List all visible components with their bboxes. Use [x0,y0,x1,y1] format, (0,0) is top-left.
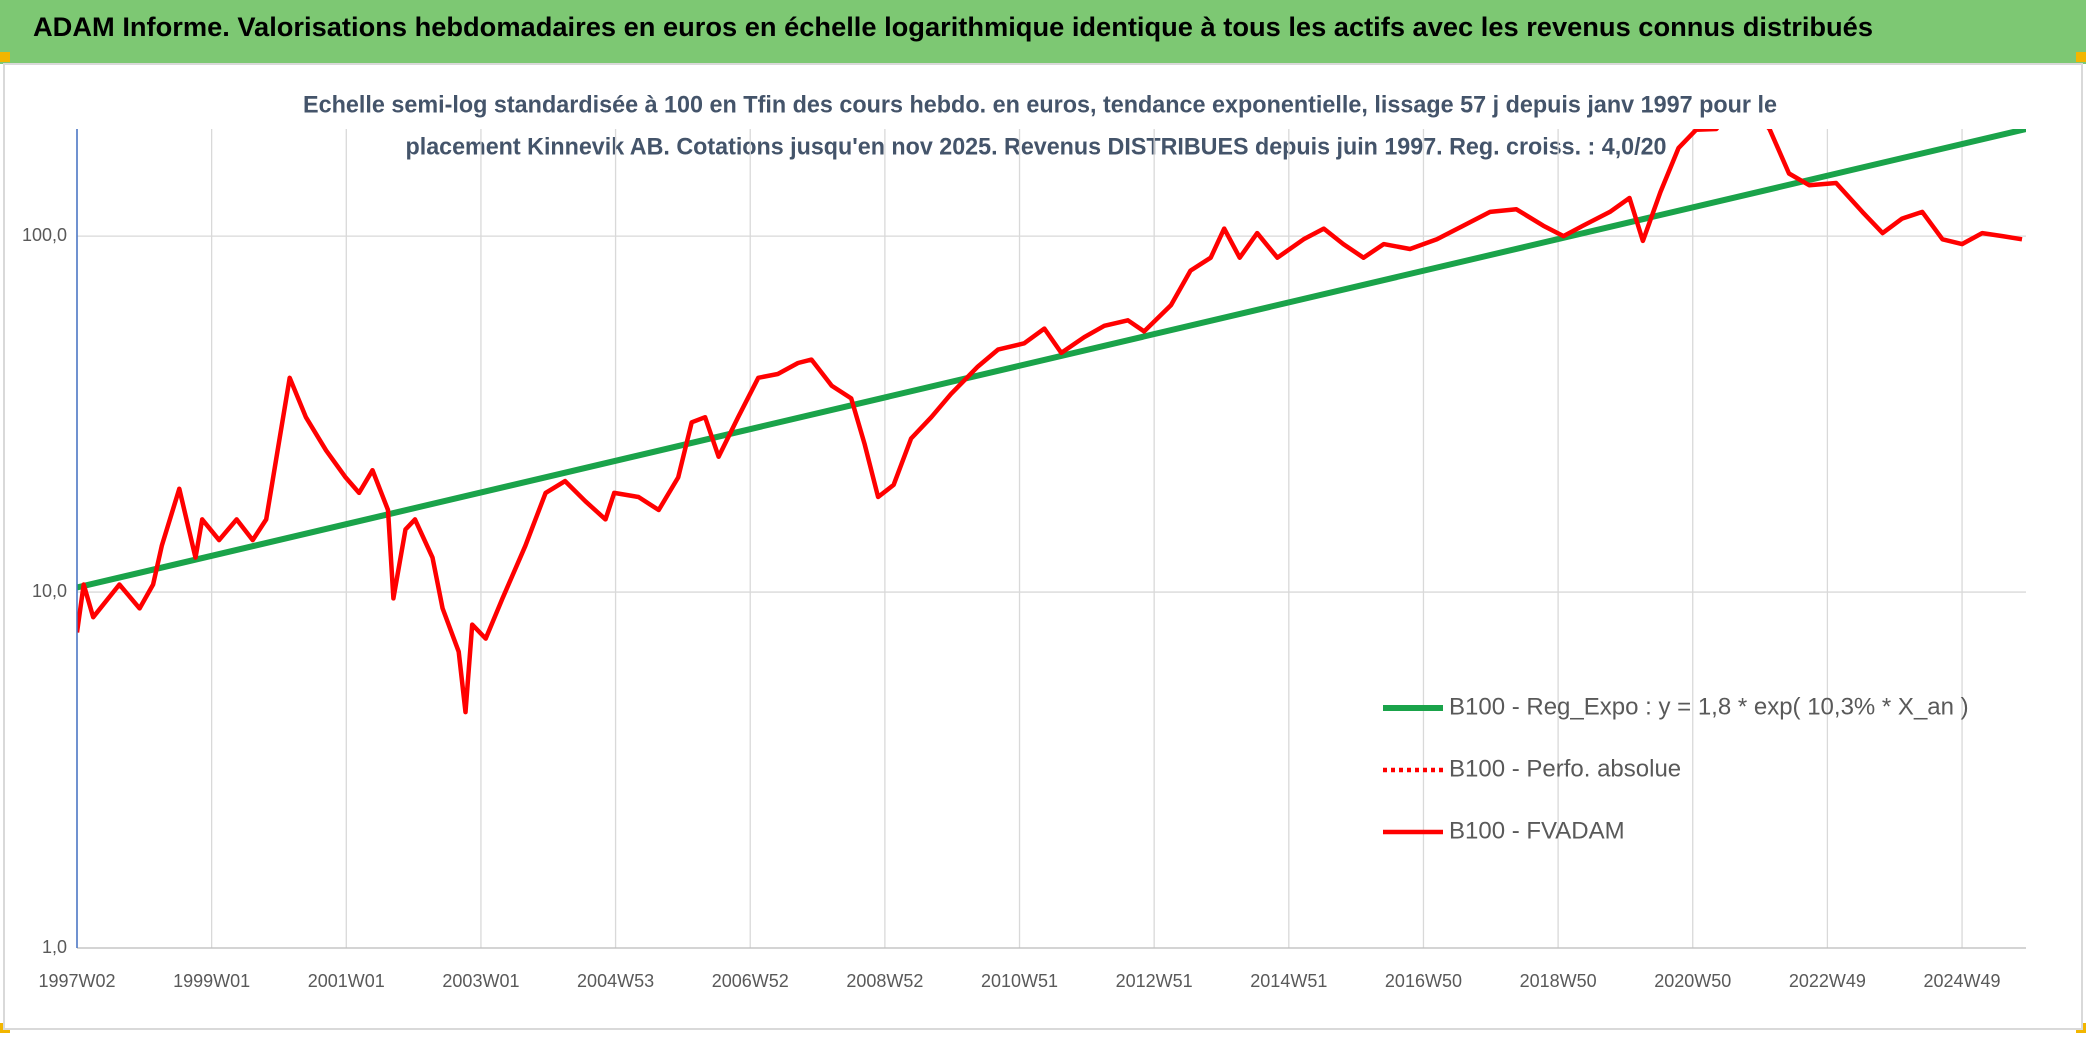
x-tick-label: 1997W02 [38,971,115,991]
x-tick-label: 2003W01 [442,971,519,991]
x-tick-label: 2022W49 [1789,971,1866,991]
plot [77,129,2026,715]
corner [2076,52,2086,62]
legend-label: B100 - Reg_Expo : y = 1,8 * exp( 10,3% *… [1449,693,1969,720]
chart-title: ADAM Informe. Valorisations hebdomadaire… [33,12,1873,42]
series-line [77,129,2023,715]
y-tick-label: 100,0 [22,225,67,245]
legend-label: B100 - FVADAM [1449,817,1625,844]
chart-area [3,63,2083,1030]
y-tick-label: 10,0 [32,581,67,601]
labels: 1,0 10,0 100,0 1997W02 1999W01 2001W01 2003W01… [22,225,2001,991]
x-tick-label: 2010W51 [981,971,1058,991]
x-tick-label: 2014W51 [1250,971,1327,991]
x-tick-label: 2006W52 [712,971,789,991]
x-tick-label: 2012W51 [1116,971,1193,991]
header-band [0,0,2086,64]
x-tick-label: 1999W01 [173,971,250,991]
x-tick-label: 2024W49 [1924,971,2001,991]
chart-subtitle: Echelle semi-log standardisée à 100 en T… [303,91,1777,118]
grid [76,129,2026,949]
x-tick-label: 2008W52 [846,971,923,991]
legend-label: B100 - Perfo. absolue [1449,755,1681,782]
x-tick-label: 2020W50 [1654,971,1731,991]
chart-subtitle: placement Kinnevik AB. Cotations jusqu'e… [406,133,1667,160]
x-tick-label: 2018W50 [1520,971,1597,991]
series-line [77,129,2026,591]
x-tick-label: 2001W01 [308,971,385,991]
y-tick-label: 1,0 [42,937,67,957]
corner [0,52,10,62]
x-tick-label: 2016W50 [1385,971,1462,991]
x-tick-label: 2004W53 [577,971,654,991]
